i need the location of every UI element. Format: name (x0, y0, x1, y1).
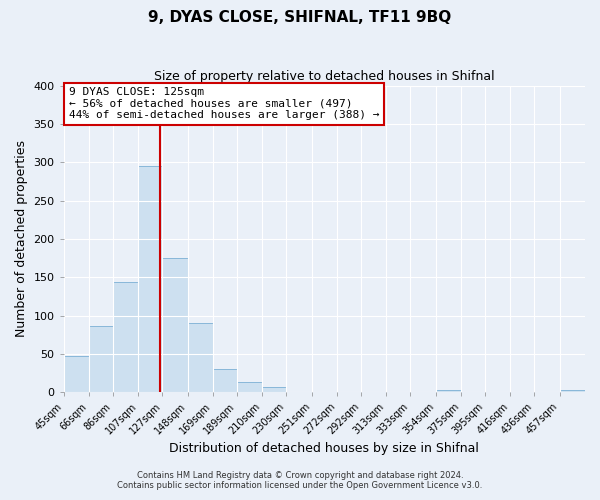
Text: Contains HM Land Registry data © Crown copyright and database right 2024.
Contai: Contains HM Land Registry data © Crown c… (118, 470, 482, 490)
Y-axis label: Number of detached properties: Number of detached properties (15, 140, 28, 338)
Bar (139, 166, 163, 392)
Bar (237, 382, 262, 392)
X-axis label: Distribution of detached houses by size in Shifnal: Distribution of detached houses by size … (169, 442, 479, 455)
Bar (188, 324, 213, 392)
Bar (163, 258, 188, 392)
Bar (64, 356, 89, 392)
Bar (436, 390, 461, 392)
Text: 9, DYAS CLOSE, SHIFNAL, TF11 9BQ: 9, DYAS CLOSE, SHIFNAL, TF11 9BQ (148, 10, 452, 25)
Bar (560, 390, 585, 392)
Title: Size of property relative to detached houses in Shifnal: Size of property relative to detached ho… (154, 70, 494, 83)
Bar (113, 282, 139, 393)
Text: 9 DYAS CLOSE: 125sqm
← 56% of detached houses are smaller (497)
44% of semi-deta: 9 DYAS CLOSE: 125sqm ← 56% of detached h… (69, 87, 379, 120)
Bar (89, 326, 113, 392)
Bar (262, 387, 286, 392)
Bar (213, 370, 237, 392)
